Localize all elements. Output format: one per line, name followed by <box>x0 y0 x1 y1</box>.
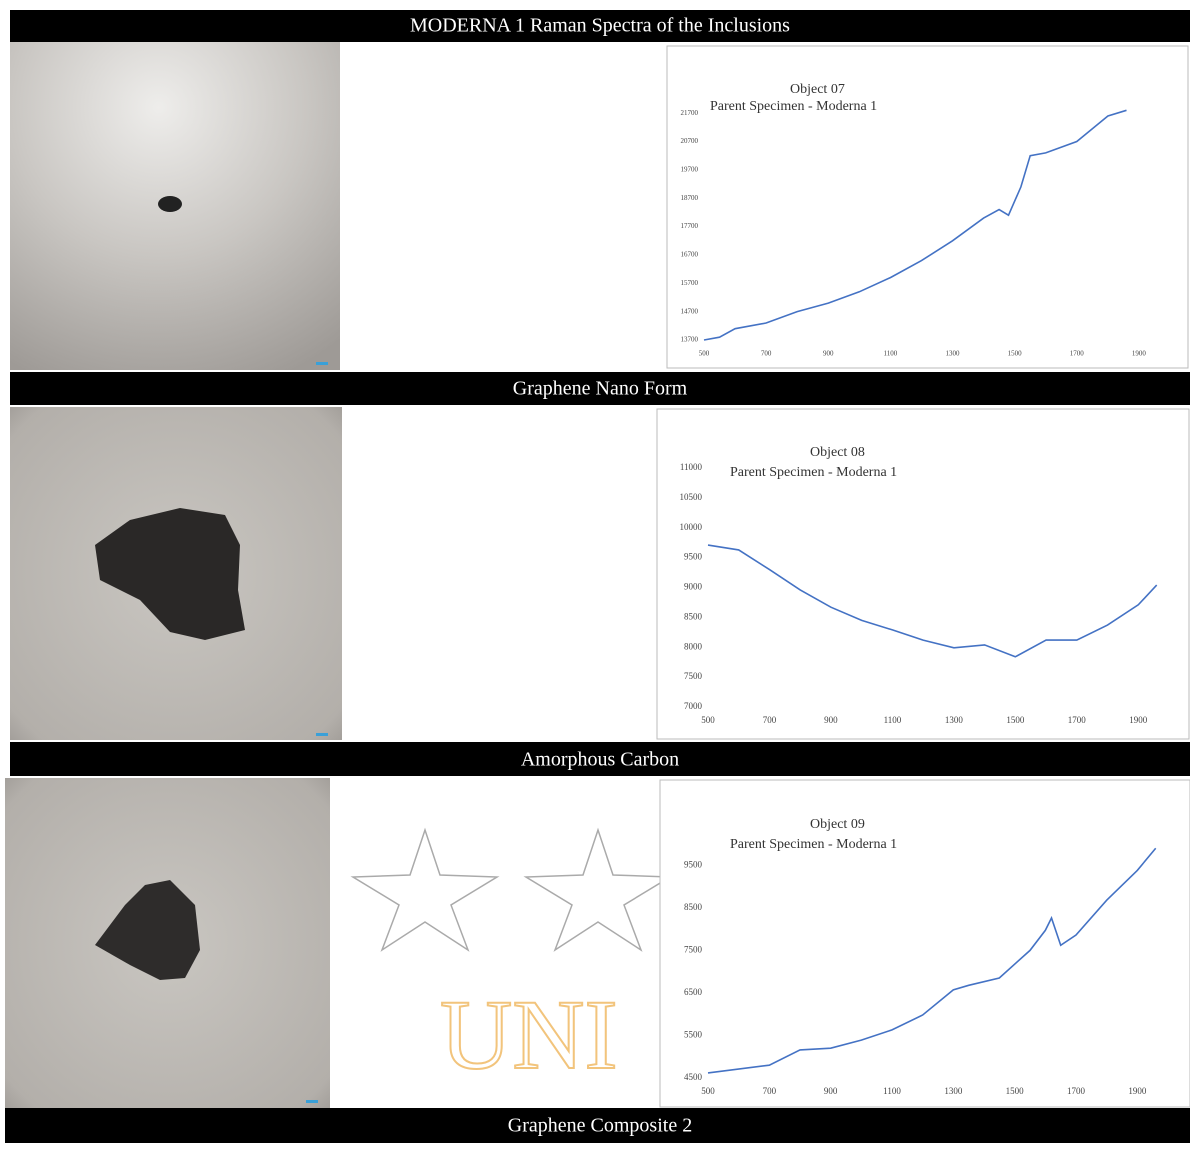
chart-frame <box>659 779 1190 1108</box>
x-tick-label: 700 <box>761 350 772 358</box>
y-tick-label: 20700 <box>681 137 699 145</box>
y-tick-label: 18700 <box>681 194 699 202</box>
y-tick-label: 14700 <box>681 307 699 315</box>
caption-bar <box>10 742 1190 776</box>
x-tick-label: 500 <box>701 715 715 725</box>
spectrum-line <box>703 109 1127 341</box>
x-tick-label: 1900 <box>1129 715 1148 725</box>
chart-frame <box>666 45 1189 369</box>
caption: Graphene Composite 2 <box>508 1115 692 1137</box>
caption-bar <box>5 1108 1190 1143</box>
y-tick-label: 6500 <box>684 987 703 997</box>
watermark-star <box>523 827 673 952</box>
caption-bar <box>10 372 1190 405</box>
annotation: Parent Specimen - Moderna 1 <box>730 837 897 852</box>
y-tick-label: 11000 <box>680 462 703 472</box>
title: MODERNA 1 Raman Spectra of the Inclusion… <box>410 15 790 37</box>
x-tick-label: 1100 <box>884 715 902 725</box>
y-tick-label: 7500 <box>684 671 703 681</box>
y-tick-label: 21700 <box>681 109 699 117</box>
x-tick-label: 1500 <box>1006 1086 1025 1096</box>
x-tick-label: 700 <box>763 715 777 725</box>
watermark: UNI <box>440 979 618 1090</box>
x-tick-label: 1900 <box>1132 350 1147 358</box>
title-bar <box>10 10 1190 42</box>
x-tick-label: 500 <box>701 1086 715 1096</box>
x-tick-label: 1300 <box>944 1086 963 1096</box>
x-tick-label: 900 <box>824 1086 838 1096</box>
y-tick-label: 10500 <box>680 492 703 502</box>
annotation: Object 07 <box>790 82 845 97</box>
inclusion <box>95 880 200 980</box>
scale-bar <box>316 362 328 365</box>
y-tick-label: 16700 <box>681 251 699 259</box>
inclusion <box>158 196 182 212</box>
x-tick-label: 1900 <box>1128 1086 1147 1096</box>
x-tick-label: 1300 <box>946 350 961 358</box>
caption: Graphene Nano Form <box>513 378 688 400</box>
x-tick-label: 1700 <box>1068 715 1087 725</box>
y-tick-label: 9000 <box>684 582 703 592</box>
x-tick-label: 1300 <box>945 715 964 725</box>
x-tick-label: 1500 <box>1006 715 1025 725</box>
y-tick-label: 8000 <box>684 641 703 651</box>
y-tick-label: 15700 <box>681 279 699 287</box>
y-tick-label: 17700 <box>681 222 699 230</box>
y-tick-label: 19700 <box>681 165 699 173</box>
y-tick-label: 4500 <box>684 1072 703 1082</box>
y-tick-label: 10000 <box>680 522 703 532</box>
x-tick-label: 1700 <box>1070 350 1085 358</box>
y-tick-label: 8500 <box>684 611 703 621</box>
x-tick-label: 1100 <box>883 1086 901 1096</box>
y-tick-label: 5500 <box>684 1030 703 1040</box>
scale-bar <box>316 733 328 736</box>
y-tick-label: 8500 <box>684 902 703 912</box>
x-tick-label: 700 <box>763 1086 777 1096</box>
y-tick-label: 7000 <box>684 701 703 711</box>
x-tick-label: 500 <box>699 350 710 358</box>
annotation: Parent Specimen - Moderna 1 <box>730 465 897 480</box>
annotation: Object 09 <box>810 817 865 832</box>
y-tick-label: 13700 <box>681 336 699 344</box>
x-tick-label: 900 <box>823 350 834 358</box>
x-tick-label: 1500 <box>1008 350 1023 358</box>
scale-bar <box>306 1100 318 1103</box>
chart-frame <box>656 408 1190 740</box>
watermark-star <box>350 827 500 952</box>
x-tick-label: 900 <box>824 715 838 725</box>
spectrum-line <box>707 544 1158 658</box>
annotation: Parent Specimen - Moderna 1 <box>710 99 877 114</box>
inclusion <box>95 508 245 640</box>
x-tick-label: 1100 <box>884 350 898 358</box>
y-tick-label: 9500 <box>684 552 703 562</box>
caption: Amorphous Carbon <box>521 749 679 771</box>
y-tick-label: 9500 <box>684 859 703 869</box>
x-tick-label: 1700 <box>1067 1086 1086 1096</box>
spectrum-line <box>707 847 1157 1074</box>
annotation: Object 08 <box>810 445 865 460</box>
y-tick-label: 7500 <box>684 944 703 954</box>
